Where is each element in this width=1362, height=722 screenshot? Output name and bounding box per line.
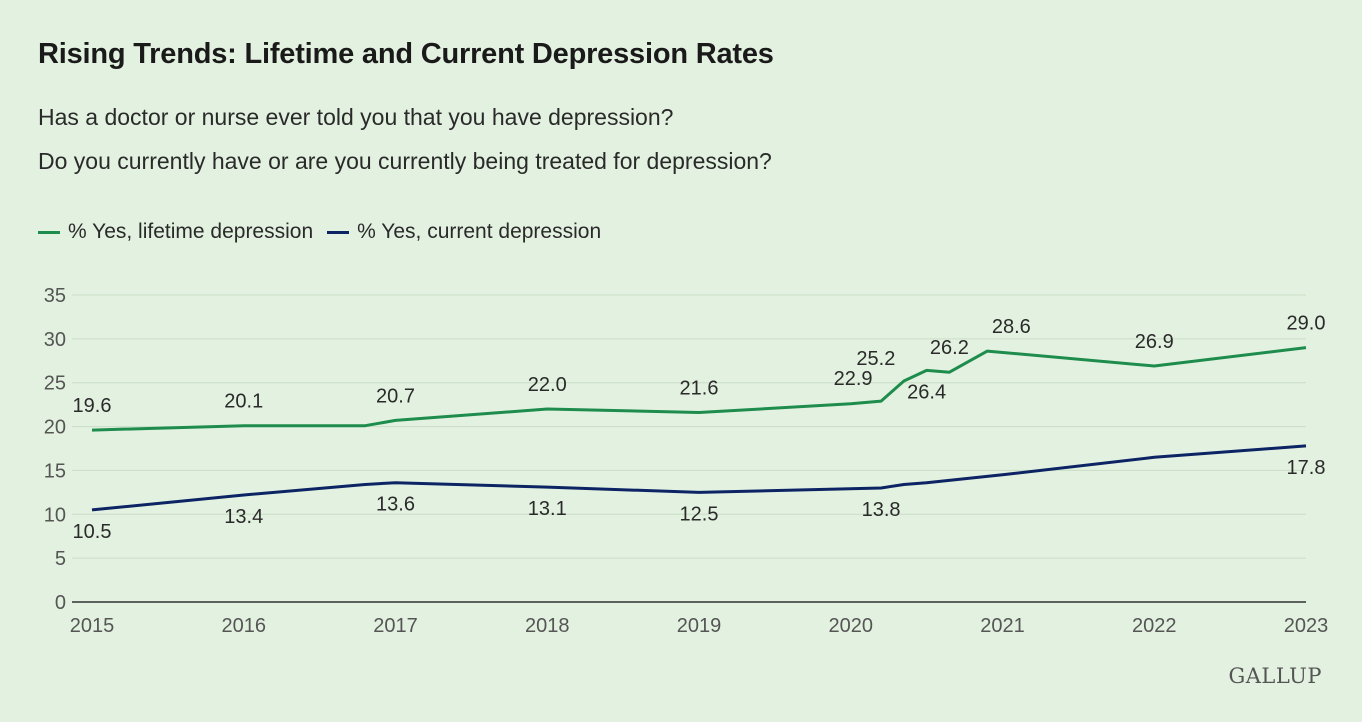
y-tick-label: 35 xyxy=(44,285,66,307)
data-label-lifetime: 19.6 xyxy=(73,395,112,417)
x-tick-label: 2023 xyxy=(1284,615,1329,637)
x-tick-label: 2015 xyxy=(70,615,115,637)
legend-label-current: % Yes, current depression xyxy=(357,220,602,243)
subtitle-question-lifetime: Has a doctor or nurse ever told you that… xyxy=(38,104,674,130)
data-label-lifetime: 29.0 xyxy=(1287,313,1326,335)
data-label-current: 12.5 xyxy=(680,503,719,525)
data-label-lifetime: 28.6 xyxy=(992,316,1031,338)
data-label-lifetime: 26.4 xyxy=(907,381,946,403)
subtitle-question-current: Do you currently have or are you current… xyxy=(38,148,772,174)
y-tick-label: 0 xyxy=(55,592,66,614)
data-label-lifetime: 22.9 xyxy=(834,368,873,390)
chart-title: Rising Trends: Lifetime and Current Depr… xyxy=(38,38,774,70)
legend-item-lifetime: % Yes, lifetime depression xyxy=(38,220,313,244)
gallup-logo: GALLUP xyxy=(1228,664,1322,688)
data-label-current: 13.8 xyxy=(862,499,901,521)
series-line-current xyxy=(91,444,1307,512)
y-tick-label: 5 xyxy=(55,548,66,570)
y-tick-label: 15 xyxy=(44,460,66,482)
legend-item-current: % Yes, current depression xyxy=(327,220,601,244)
y-tick-label: 25 xyxy=(44,373,66,395)
series-line-lifetime xyxy=(91,346,1307,432)
y-tick-label: 10 xyxy=(44,504,66,526)
data-label-lifetime: 26.2 xyxy=(930,337,969,359)
y-tick-label: 30 xyxy=(44,329,66,351)
x-tick-label: 2021 xyxy=(980,615,1025,637)
data-label-current: 13.6 xyxy=(376,494,415,516)
x-tick-label: 2020 xyxy=(829,615,874,637)
data-label-current: 10.5 xyxy=(73,521,112,543)
data-label-lifetime: 22.0 xyxy=(528,374,567,396)
x-tick-label: 2017 xyxy=(373,615,418,637)
x-tick-label: 2018 xyxy=(525,615,570,637)
data-label-current: 13.4 xyxy=(224,506,263,528)
legend-swatch-lifetime xyxy=(38,230,60,234)
data-label-lifetime: 20.7 xyxy=(376,385,415,407)
legend-swatch-current xyxy=(327,230,350,234)
data-label-lifetime: 26.9 xyxy=(1135,331,1174,353)
data-label-lifetime: 21.6 xyxy=(680,378,719,400)
data-label-lifetime: 20.1 xyxy=(224,391,263,413)
legend-label-lifetime: % Yes, lifetime depression xyxy=(68,220,314,243)
data-label-current: 13.1 xyxy=(528,498,567,520)
data-label-current: 17.8 xyxy=(1287,457,1326,479)
y-tick-label: 20 xyxy=(44,417,66,439)
x-tick-label: 2019 xyxy=(677,615,722,637)
data-label-lifetime: 25.2 xyxy=(856,348,895,370)
x-tick-label: 2016 xyxy=(222,615,267,637)
chart-legend: % Yes, lifetime depression % Yes, curren… xyxy=(38,220,615,244)
x-tick-label: 2022 xyxy=(1132,615,1177,637)
